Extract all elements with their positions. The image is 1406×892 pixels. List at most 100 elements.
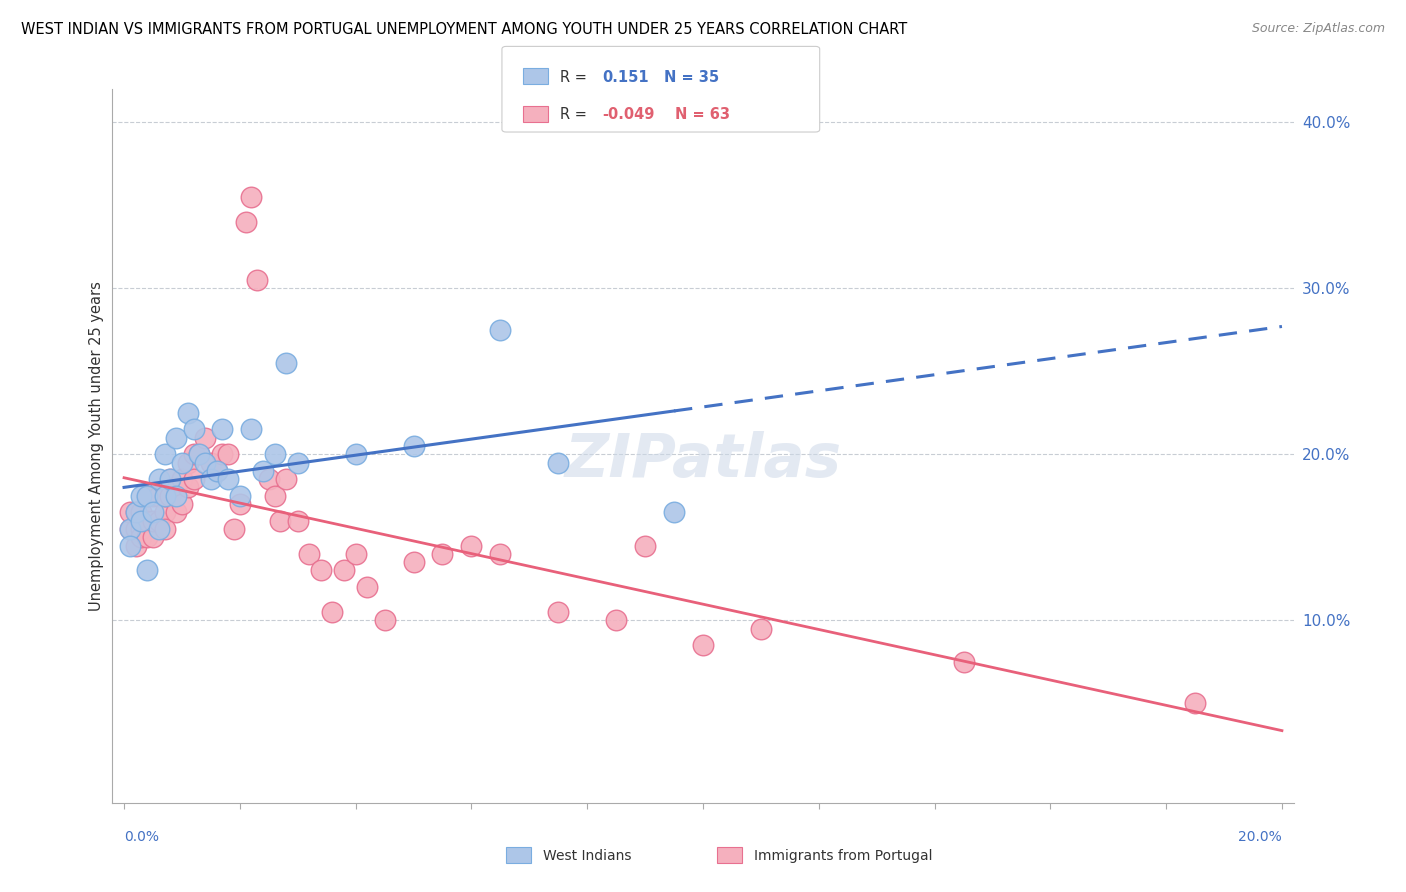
Point [118, 505, 141, 519]
Text: 0.151: 0.151 [602, 70, 648, 85]
Point [124, 522, 146, 536]
Point [276, 472, 298, 486]
Point [1184, 696, 1206, 710]
Point [131, 522, 153, 536]
Point [153, 447, 176, 461]
Point [460, 539, 482, 553]
Point [200, 456, 222, 470]
Point [952, 655, 974, 669]
Y-axis label: Unemployment Among Youth under 25 years: Unemployment Among Youth under 25 years [89, 281, 104, 611]
Point [131, 489, 153, 503]
Point [662, 505, 685, 519]
Point [177, 481, 200, 495]
Point [194, 431, 217, 445]
Point [287, 456, 309, 470]
Point [136, 564, 159, 578]
Point [240, 190, 263, 204]
Point [136, 489, 159, 503]
Point [170, 472, 193, 486]
Point [217, 447, 239, 461]
Point [153, 489, 176, 503]
Point [205, 464, 228, 478]
Point [269, 514, 291, 528]
Point [118, 522, 141, 536]
Point [131, 514, 153, 528]
Point [547, 456, 569, 470]
Text: West Indians: West Indians [543, 849, 631, 863]
Point [118, 539, 141, 553]
Point [402, 439, 425, 453]
Text: R =: R = [560, 107, 586, 122]
Text: 20.0%: 20.0% [1239, 830, 1282, 844]
Point [547, 605, 569, 619]
Point [235, 215, 257, 229]
Point [194, 456, 217, 470]
Text: WEST INDIAN VS IMMIGRANTS FROM PORTUGAL UNEMPLOYMENT AMONG YOUTH UNDER 25 YEARS : WEST INDIAN VS IMMIGRANTS FROM PORTUGAL … [21, 22, 907, 37]
Point [153, 522, 176, 536]
Point [153, 489, 176, 503]
Point [183, 422, 205, 436]
Text: Source: ZipAtlas.com: Source: ZipAtlas.com [1251, 22, 1385, 36]
Point [148, 522, 170, 536]
Point [136, 514, 159, 528]
Point [287, 514, 309, 528]
Point [257, 472, 280, 486]
Point [159, 472, 181, 486]
Point [692, 638, 714, 652]
Point [183, 447, 205, 461]
Point [131, 505, 153, 519]
Point [263, 489, 285, 503]
Point [356, 580, 378, 594]
Point [159, 472, 181, 486]
Point [344, 547, 367, 561]
Point [333, 564, 356, 578]
Text: 0.0%: 0.0% [124, 830, 159, 844]
Point [321, 605, 343, 619]
Text: N = 63: N = 63 [675, 107, 730, 122]
Point [222, 522, 245, 536]
Point [142, 489, 165, 503]
Text: R =: R = [560, 70, 586, 85]
Point [229, 497, 252, 511]
Point [142, 530, 165, 544]
Point [489, 323, 512, 337]
Point [200, 472, 222, 486]
Point [309, 564, 332, 578]
Point [153, 505, 176, 519]
Point [183, 472, 205, 486]
Point [211, 422, 233, 436]
Point [374, 613, 396, 627]
Point [148, 514, 170, 528]
Point [170, 497, 193, 511]
Point [298, 547, 321, 561]
Point [148, 489, 170, 503]
Point [118, 522, 141, 536]
Point [165, 505, 187, 519]
Point [432, 547, 454, 561]
Point [148, 472, 170, 486]
Point [165, 431, 187, 445]
Point [489, 547, 512, 561]
Point [240, 422, 263, 436]
Point [124, 505, 146, 519]
Point [344, 447, 367, 461]
Point [217, 472, 239, 486]
Point [159, 489, 181, 503]
Point [749, 622, 772, 636]
Point [276, 356, 298, 370]
Point [177, 456, 200, 470]
Point [142, 514, 165, 528]
Text: N = 35: N = 35 [664, 70, 718, 85]
Point [246, 273, 269, 287]
Point [142, 505, 165, 519]
Point [136, 489, 159, 503]
Point [605, 613, 627, 627]
Point [263, 447, 285, 461]
Text: ZIPatlas: ZIPatlas [564, 431, 842, 490]
Point [229, 489, 252, 503]
Text: -0.049: -0.049 [602, 107, 654, 122]
Point [188, 447, 211, 461]
Point [252, 464, 274, 478]
Point [211, 447, 233, 461]
Point [124, 505, 146, 519]
